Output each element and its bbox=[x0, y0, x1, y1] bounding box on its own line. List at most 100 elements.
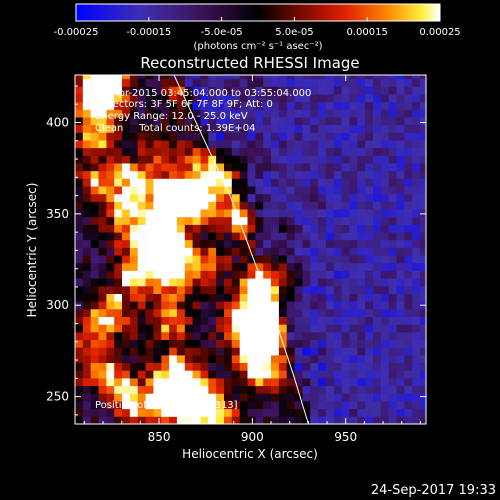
heatmap-cell bbox=[373, 354, 382, 363]
heatmap-cell bbox=[341, 201, 350, 210]
heatmap-cell bbox=[388, 293, 397, 302]
heatmap-cell bbox=[255, 247, 264, 256]
heatmap-cell bbox=[310, 408, 319, 417]
heatmap-cell bbox=[122, 216, 131, 225]
heatmap-cell bbox=[333, 270, 342, 279]
heatmap-cell bbox=[302, 86, 311, 95]
heatmap-cell bbox=[176, 232, 186, 241]
chart-title: Reconstructed RHESSI Image bbox=[140, 54, 359, 72]
heatmap-cell bbox=[184, 293, 193, 302]
heatmap-cell bbox=[310, 216, 319, 225]
heatmap-cell bbox=[145, 163, 154, 172]
annotation-time-range: 8-Apr-2015 03:45:04.000 to 03:55:04.000 bbox=[102, 88, 311, 99]
heatmap-cell bbox=[373, 370, 382, 379]
heatmap-cell bbox=[114, 378, 123, 387]
heatmap-cell bbox=[176, 124, 186, 133]
heatmap-cell bbox=[82, 385, 91, 394]
heatmap-cell bbox=[286, 339, 295, 348]
heatmap-cell bbox=[216, 224, 225, 233]
heatmap-cell bbox=[286, 347, 295, 356]
heatmap-cell bbox=[357, 232, 366, 241]
heatmap-cell bbox=[380, 178, 389, 187]
heatmap-cell bbox=[349, 331, 358, 340]
heatmap-cell bbox=[278, 94, 288, 103]
heatmap-cell bbox=[231, 124, 240, 133]
heatmap-cell bbox=[412, 117, 421, 126]
heatmap-cell bbox=[388, 347, 397, 356]
heatmap-cell bbox=[224, 186, 233, 195]
heatmap-cell bbox=[349, 293, 358, 302]
heatmap-cell bbox=[153, 324, 162, 333]
heatmap-cell bbox=[137, 393, 146, 402]
heatmap-cell bbox=[145, 86, 154, 95]
heatmap-cell bbox=[396, 163, 405, 172]
heatmap-cell bbox=[129, 331, 139, 340]
heatmap-cell bbox=[380, 186, 389, 195]
heatmap-cell bbox=[286, 354, 295, 363]
heatmap-cell bbox=[145, 124, 154, 133]
heatmap-cell bbox=[357, 393, 366, 402]
heatmap-cell bbox=[145, 324, 154, 333]
heatmap-cell bbox=[365, 301, 374, 310]
colorbar-tick-label: 0.00015 bbox=[347, 27, 388, 38]
heatmap-cell bbox=[82, 224, 91, 233]
heatmap-cell bbox=[404, 232, 413, 241]
heatmap-cell bbox=[294, 293, 303, 302]
heatmap-cell bbox=[114, 140, 123, 149]
heatmap-cell bbox=[145, 201, 154, 210]
heatmap-cell bbox=[82, 247, 91, 256]
heatmap-cell bbox=[98, 285, 107, 294]
heatmap-cell bbox=[365, 147, 374, 156]
heatmap-cell bbox=[365, 186, 374, 195]
heatmap-cell bbox=[302, 354, 311, 363]
heatmap-cell bbox=[137, 75, 146, 80]
heatmap-cell bbox=[271, 232, 280, 241]
heatmap-cell bbox=[373, 270, 382, 279]
colorbar-tick-label: -0.00015 bbox=[126, 27, 171, 38]
heatmap-cell bbox=[341, 109, 350, 118]
heatmap-cell bbox=[137, 416, 146, 424]
heatmap-cell bbox=[145, 239, 154, 248]
heatmap-cell bbox=[145, 75, 154, 80]
heatmap-cell bbox=[239, 224, 248, 233]
heatmap-cell bbox=[122, 278, 131, 287]
heatmap-cell bbox=[231, 316, 240, 325]
heatmap-cell bbox=[224, 170, 233, 179]
heatmap-cell bbox=[310, 293, 319, 302]
heatmap-cell bbox=[333, 209, 342, 218]
heatmap-cell bbox=[388, 378, 397, 387]
heatmap-cell bbox=[255, 408, 264, 417]
heatmap-cell bbox=[169, 262, 178, 271]
heatmap-cell bbox=[82, 416, 91, 424]
heatmap-cell bbox=[271, 193, 280, 202]
heatmap-cell bbox=[255, 362, 264, 371]
heatmap-cell bbox=[90, 155, 99, 164]
heatmap-cell bbox=[200, 178, 209, 187]
heatmap-cell bbox=[247, 232, 256, 241]
heatmap-cell bbox=[169, 78, 178, 87]
heatmap-cell bbox=[271, 408, 280, 417]
heatmap-cell bbox=[420, 94, 426, 103]
heatmap-cell bbox=[137, 316, 146, 325]
heatmap-cell bbox=[137, 301, 146, 310]
heatmap-cell bbox=[404, 278, 413, 287]
heatmap-cell bbox=[349, 255, 358, 264]
heatmap-cell bbox=[200, 401, 209, 410]
heatmap-cell bbox=[106, 193, 115, 202]
heatmap-cell bbox=[122, 262, 131, 271]
heatmap-cell bbox=[373, 278, 382, 287]
heatmap-cell bbox=[271, 201, 280, 210]
heatmap-cell bbox=[114, 75, 123, 80]
heatmap-cell bbox=[373, 393, 382, 402]
heatmap-cell bbox=[380, 201, 389, 210]
heatmap-cell bbox=[271, 393, 280, 402]
heatmap-cell bbox=[153, 224, 162, 233]
heatmap-cell bbox=[231, 155, 240, 164]
heatmap-cell bbox=[216, 124, 225, 133]
heatmap-cell bbox=[224, 362, 233, 371]
heatmap-cell bbox=[90, 209, 99, 218]
heatmap-cell bbox=[247, 278, 256, 287]
heatmap-cell bbox=[169, 293, 178, 302]
heatmap-cell bbox=[357, 301, 366, 310]
heatmap-cell bbox=[294, 324, 303, 333]
